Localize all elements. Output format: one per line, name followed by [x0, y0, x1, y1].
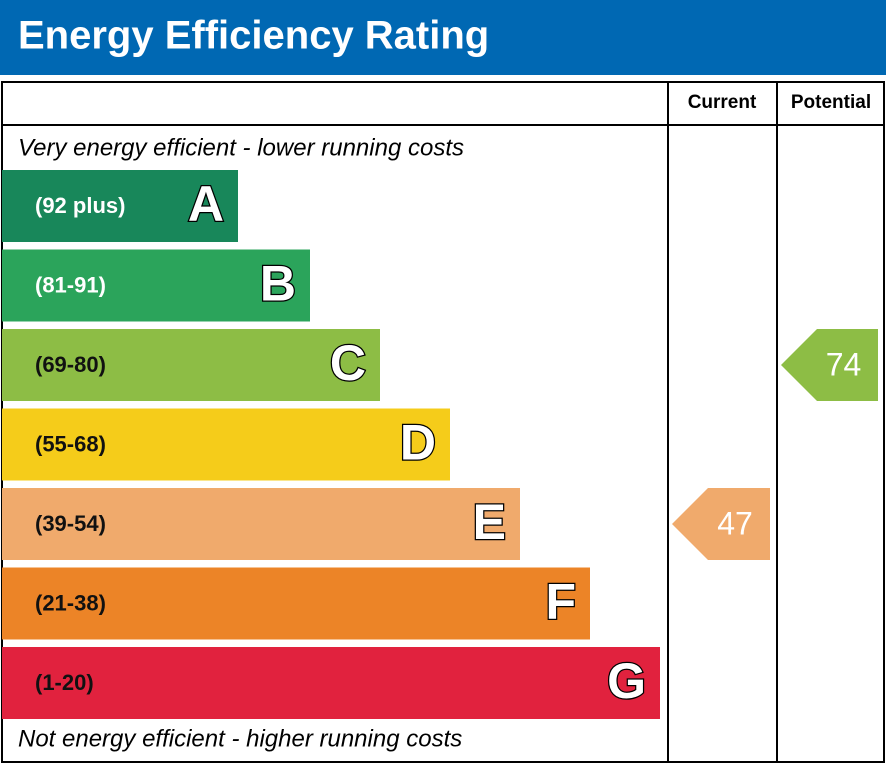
- band-range: (39-54): [35, 511, 106, 536]
- band-letter: C: [330, 335, 366, 391]
- band-range: (1-20): [35, 670, 94, 695]
- rating-value: 47: [717, 505, 753, 541]
- band-range: (55-68): [35, 431, 106, 456]
- band-range: (69-80): [35, 352, 106, 377]
- band-bar: [2, 249, 310, 322]
- band-letter: A: [188, 176, 224, 232]
- rating-value: 74: [826, 346, 862, 382]
- band-letter: E: [473, 494, 506, 550]
- band-bar: [2, 488, 520, 560]
- band-bar: [2, 170, 238, 242]
- band-bar: [2, 408, 450, 481]
- bands: (92 plus) A (81-91) B (69-80) C (55-68) D (39-54…: [2, 170, 660, 719]
- potential-header: Potential: [791, 92, 871, 113]
- band-range: (92 plus): [35, 193, 125, 218]
- rating-arrow: [672, 488, 770, 560]
- band-range: (81-91): [35, 272, 106, 297]
- band-bar: [2, 329, 380, 401]
- band-letter: B: [260, 256, 296, 312]
- current-header: Current: [688, 92, 757, 113]
- band-bar: [2, 647, 660, 719]
- band-bar: [2, 567, 590, 640]
- top-note: Very energy efficient - lower running co…: [18, 134, 464, 161]
- band-range: (21-38): [35, 590, 106, 615]
- bottom-note: Not energy efficient - higher running co…: [18, 725, 462, 752]
- title-bar: [0, 0, 886, 75]
- band-letter: F: [545, 574, 576, 630]
- title: Energy Efficiency Rating: [18, 14, 489, 58]
- rating-arrow: [781, 329, 878, 401]
- band-letter: G: [607, 653, 646, 709]
- band-letter: D: [400, 415, 436, 471]
